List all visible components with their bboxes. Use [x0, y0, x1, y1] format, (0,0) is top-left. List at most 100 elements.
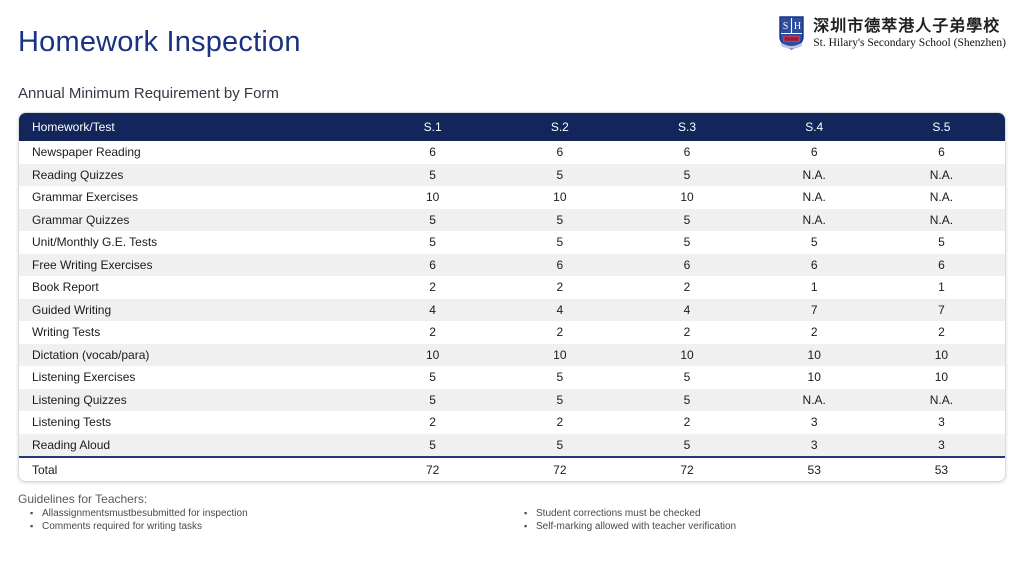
- guideline-item: Comments required for writing tasks: [18, 520, 512, 534]
- row-value: 7: [810, 302, 818, 317]
- row-value: 3: [810, 437, 818, 452]
- total-s4: 53: [807, 462, 821, 477]
- row-value: 5: [683, 437, 691, 452]
- row-value: 2: [429, 415, 436, 430]
- row-value: 4: [429, 302, 436, 317]
- row-value: 5: [938, 235, 945, 250]
- row-value: 5: [429, 212, 436, 227]
- total-s3: 72: [680, 462, 694, 477]
- row-value: 10: [680, 190, 694, 205]
- row-label: Reading Aloud: [32, 437, 111, 452]
- slide: Homework Inspection S H 深圳市德萃港人子弟學校 St. …: [0, 0, 1024, 533]
- row-value: 2: [683, 415, 691, 430]
- row-value: 6: [429, 257, 436, 272]
- row-value: 5: [683, 370, 691, 385]
- row-value: 2: [683, 280, 691, 295]
- row-value: 2: [556, 280, 564, 295]
- row-value: 5: [429, 370, 436, 385]
- section-subtitle: Annual Minimum Requirement by Form: [18, 85, 279, 102]
- school-name-english: St. Hilary's Secondary School (Shenzhen): [813, 36, 1006, 49]
- row-value: 6: [556, 145, 564, 160]
- table-row: Guided Writing 4 4 4 7 7: [19, 298, 1005, 321]
- row-label: Unit/Monthly G.E. Tests: [32, 235, 158, 250]
- row-value: N.A.: [802, 392, 826, 407]
- row-value: 2: [810, 325, 818, 340]
- row-value: 6: [556, 257, 564, 272]
- row-value: N.A.: [802, 167, 826, 182]
- row-value: 5: [683, 212, 691, 227]
- guideline-item: Student corrections must be checked: [512, 507, 1006, 521]
- guidelines-section: Guidelines for Teachers: Allassignmentsm…: [18, 492, 1006, 533]
- row-label: Grammar Quizzes: [32, 212, 130, 227]
- school-name-chinese: 深圳市德萃港人子弟學校: [813, 17, 1001, 35]
- row-value: 2: [556, 325, 564, 340]
- column-header-s3: S.3: [678, 120, 697, 134]
- row-value: 2: [683, 325, 691, 340]
- row-value: 6: [683, 145, 691, 160]
- row-value: 2: [429, 280, 436, 295]
- row-value: 1: [810, 280, 818, 295]
- row-value: 10: [807, 347, 821, 362]
- column-header-s4: S.4: [805, 120, 824, 134]
- table-row: Dictation (vocab/para) 10 10 10 10 10: [19, 343, 1005, 366]
- total-label: Total: [32, 462, 58, 477]
- row-value: 6: [429, 145, 436, 160]
- row-value: 5: [429, 392, 436, 407]
- table-row: Listening Exercises 5 5 5 10 10: [19, 366, 1005, 389]
- row-value: 2: [556, 415, 564, 430]
- column-header-s2: S.2: [550, 120, 569, 134]
- total-s2: 72: [553, 462, 567, 477]
- row-value: 2: [429, 325, 436, 340]
- row-value: 5: [429, 235, 436, 250]
- column-header-s5: S.5: [932, 120, 951, 134]
- total-s5: 53: [934, 462, 949, 477]
- row-value: 10: [934, 370, 949, 385]
- top-bar: Homework Inspection S H 深圳市德萃港人子弟學校 St. …: [18, 14, 1006, 59]
- row-label: Reading Quizzes: [32, 167, 124, 182]
- row-value: 10: [553, 347, 567, 362]
- row-value: 5: [683, 167, 691, 182]
- row-label: Writing Tests: [32, 325, 101, 340]
- row-value: 6: [938, 145, 945, 160]
- table-row: Newspaper Reading 6 6 6 6 6: [19, 141, 1005, 164]
- row-value: 6: [938, 257, 945, 272]
- table-row: Writing Tests 2 2 2 2 2: [19, 321, 1005, 344]
- row-label: Listening Exercises: [32, 370, 136, 385]
- row-value: 5: [556, 392, 564, 407]
- school-shield-icon: S H: [779, 16, 804, 50]
- row-label: Dictation (vocab/para): [32, 347, 150, 362]
- guideline-item: Self-marking allowed with teacher verifi…: [512, 520, 1006, 534]
- row-value: 6: [810, 145, 818, 160]
- row-value: 3: [938, 415, 945, 430]
- row-value: 10: [807, 370, 821, 385]
- row-value: 10: [680, 347, 694, 362]
- table-body: Newspaper Reading 6 6 6 6 6 Reading Quizzes 5 5 5…: [19, 141, 1005, 456]
- column-header-homework-test: Homework/Test: [32, 120, 115, 134]
- guidelines-heading: Guidelines for Teachers:: [18, 492, 148, 506]
- row-label: Grammar Exercises: [32, 190, 139, 205]
- row-value: 1: [938, 280, 945, 295]
- table-total-row: Total 72 72 72 53 53: [19, 456, 1005, 481]
- table-row: Unit/Monthly G.E. Tests 5 5 5 5 5: [19, 231, 1005, 254]
- guidelines-right-list: Student corrections must be checked Self…: [512, 507, 1006, 534]
- row-value: N.A.: [929, 190, 954, 205]
- guidelines-columns: Allassignmentsmustbesubmitted for inspec…: [18, 507, 1006, 534]
- row-value: 5: [683, 235, 691, 250]
- table-row: Book Report 2 2 2 1 1: [19, 276, 1005, 299]
- row-value: N.A.: [929, 392, 954, 407]
- row-value: 5: [556, 235, 564, 250]
- guideline-item: Allassignmentsmustbesubmitted for inspec…: [18, 507, 512, 521]
- row-value: 4: [683, 302, 691, 317]
- table-row: Listening Tests 2 2 2 3 3: [19, 411, 1005, 434]
- table-row: Reading Aloud 5 5 5 3 3: [19, 433, 1005, 456]
- row-label: Free Writing Exercises: [32, 257, 153, 272]
- table-header-row: Homework/Test S.1 S.2 S.3 S.4 S.5: [19, 113, 1005, 141]
- row-value: 10: [934, 347, 949, 362]
- row-value: 5: [429, 437, 436, 452]
- svg-text:S: S: [783, 21, 789, 32]
- table-row: Grammar Exercises 10 10 10 N.A. N.A.: [19, 186, 1005, 209]
- table-row: Free Writing Exercises 6 6 6 6 6: [19, 253, 1005, 276]
- row-value: 6: [810, 257, 818, 272]
- row-value: N.A.: [929, 167, 954, 182]
- requirements-table: Homework/Test S.1 S.2 S.3 S.4 S.5 Newspa…: [18, 112, 1006, 482]
